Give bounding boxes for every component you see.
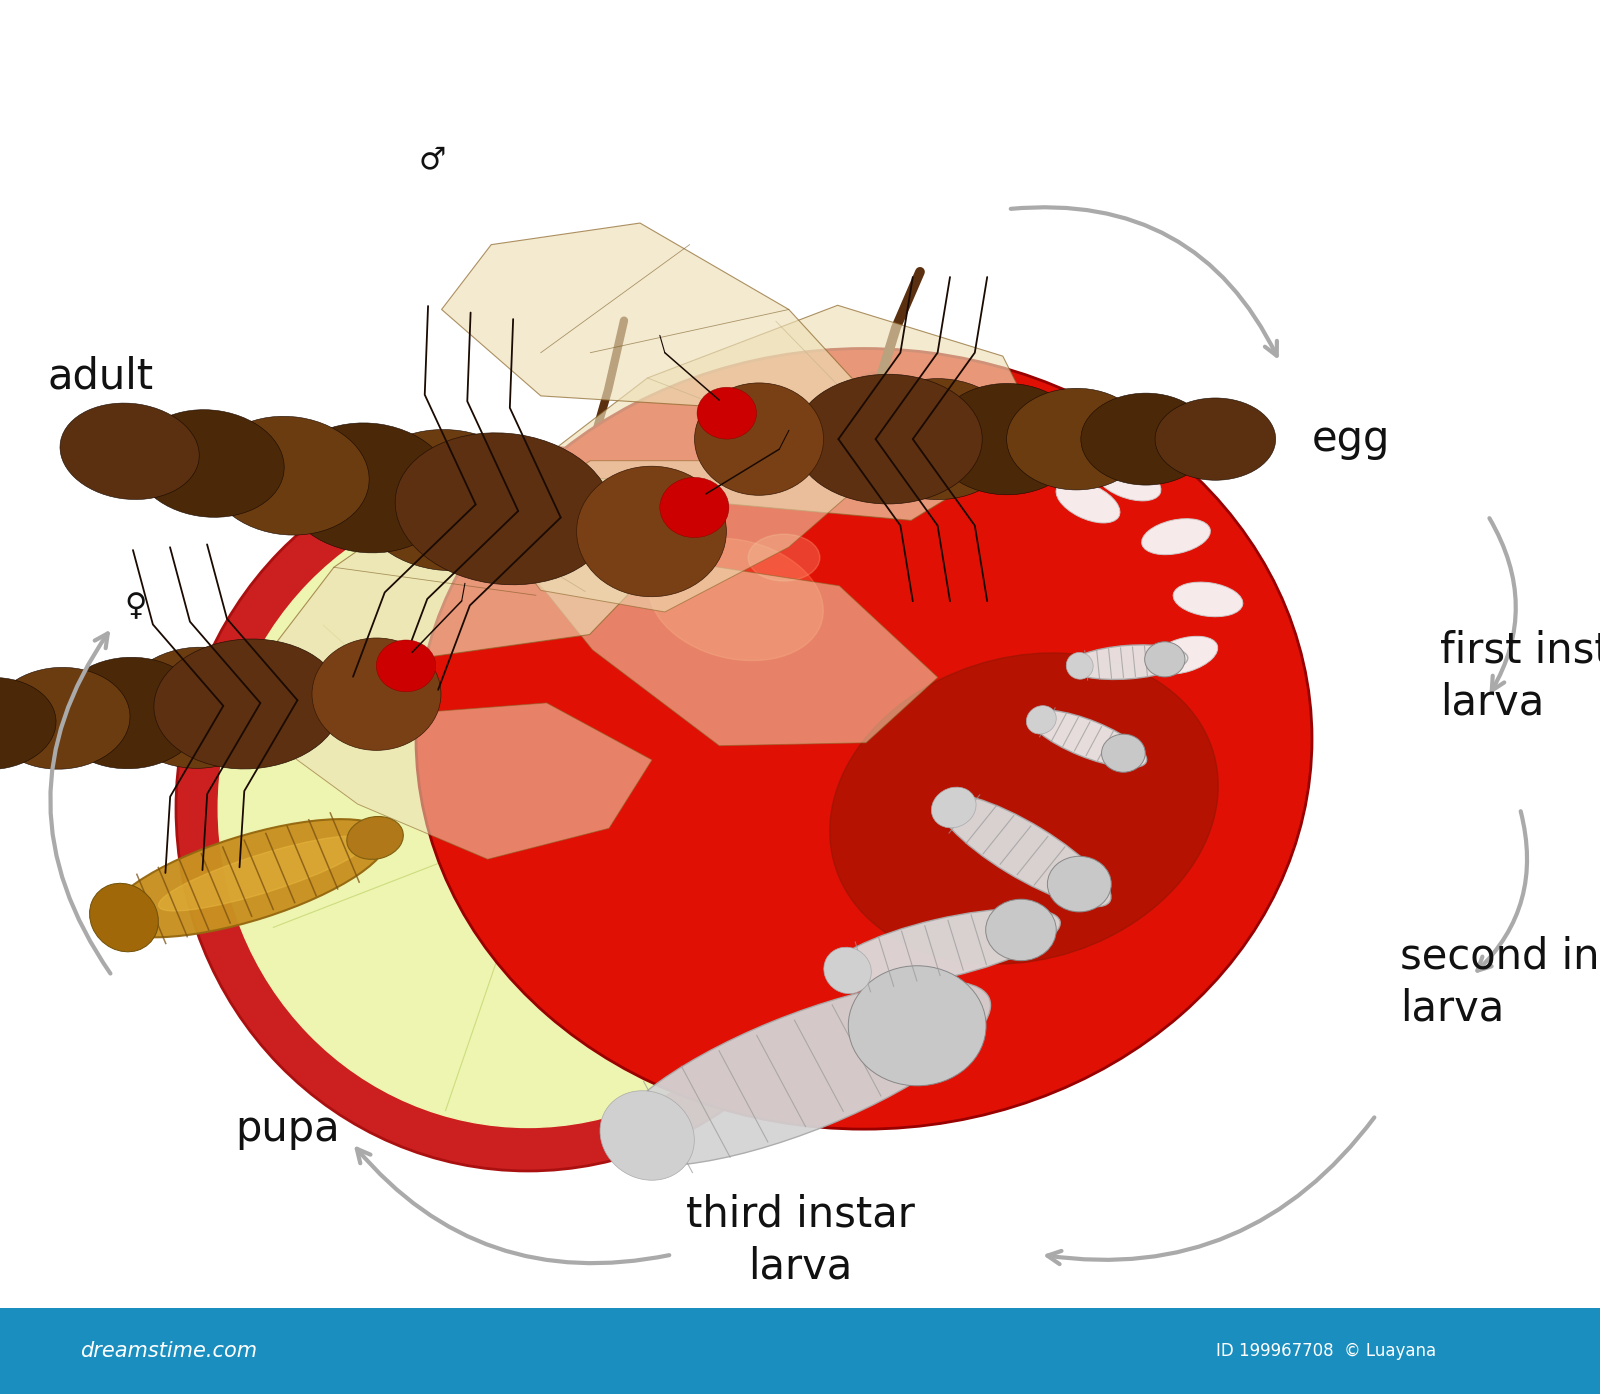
Ellipse shape	[830, 652, 1218, 965]
Ellipse shape	[931, 788, 976, 828]
Text: first instar
larva: first instar larva	[1440, 629, 1600, 723]
Ellipse shape	[355, 429, 539, 570]
Ellipse shape	[0, 668, 130, 769]
Ellipse shape	[749, 534, 819, 581]
Ellipse shape	[107, 820, 389, 937]
Ellipse shape	[546, 772, 590, 845]
Text: ♂: ♂	[418, 146, 446, 174]
Ellipse shape	[134, 410, 285, 517]
Circle shape	[376, 640, 435, 691]
Circle shape	[848, 966, 986, 1086]
Circle shape	[312, 638, 442, 750]
Polygon shape	[250, 703, 651, 859]
Ellipse shape	[59, 403, 200, 499]
Bar	[0, 1308, 1600, 1394]
Ellipse shape	[522, 718, 566, 788]
Ellipse shape	[488, 829, 536, 899]
Ellipse shape	[1150, 636, 1218, 675]
Polygon shape	[509, 305, 1045, 520]
Polygon shape	[491, 460, 888, 612]
Ellipse shape	[1029, 710, 1147, 768]
Circle shape	[576, 466, 726, 597]
Ellipse shape	[158, 836, 368, 910]
Text: egg: egg	[1312, 418, 1390, 460]
Ellipse shape	[824, 947, 872, 994]
Ellipse shape	[1026, 705, 1056, 735]
Circle shape	[698, 388, 757, 439]
Ellipse shape	[1069, 645, 1187, 679]
Ellipse shape	[282, 422, 454, 553]
Text: ID 199967708  © Luayana: ID 199967708 © Luayana	[1216, 1342, 1437, 1359]
Ellipse shape	[1173, 583, 1243, 616]
Ellipse shape	[600, 1090, 694, 1181]
Circle shape	[659, 477, 730, 538]
Text: pupa: pupa	[235, 1108, 341, 1150]
Ellipse shape	[827, 909, 1061, 987]
Ellipse shape	[853, 372, 907, 403]
Ellipse shape	[395, 434, 613, 584]
Text: adult: adult	[48, 355, 154, 397]
Ellipse shape	[120, 647, 278, 768]
Ellipse shape	[1082, 393, 1211, 485]
Text: third instar
larva: third instar larva	[685, 1193, 915, 1288]
Ellipse shape	[90, 884, 158, 952]
Circle shape	[416, 348, 1312, 1129]
Polygon shape	[499, 534, 938, 746]
Circle shape	[1101, 735, 1146, 772]
Text: ♀: ♀	[125, 592, 147, 620]
Ellipse shape	[933, 383, 1082, 495]
Ellipse shape	[648, 538, 824, 661]
Circle shape	[1144, 641, 1186, 677]
Ellipse shape	[208, 417, 370, 535]
Ellipse shape	[794, 374, 982, 503]
Ellipse shape	[1066, 652, 1093, 679]
Ellipse shape	[1142, 519, 1210, 555]
Ellipse shape	[0, 677, 56, 769]
Ellipse shape	[610, 981, 990, 1165]
Ellipse shape	[154, 638, 342, 769]
Circle shape	[986, 899, 1056, 960]
Ellipse shape	[858, 379, 1018, 499]
Ellipse shape	[1094, 461, 1162, 500]
Ellipse shape	[54, 658, 203, 768]
Polygon shape	[246, 470, 680, 683]
Polygon shape	[442, 223, 888, 417]
Ellipse shape	[347, 817, 403, 859]
Text: dreamstime.com: dreamstime.com	[80, 1341, 258, 1361]
Ellipse shape	[1056, 481, 1120, 523]
Ellipse shape	[176, 446, 880, 1171]
Circle shape	[1048, 856, 1112, 912]
Ellipse shape	[480, 743, 608, 902]
Ellipse shape	[1006, 389, 1146, 489]
Ellipse shape	[218, 489, 838, 1128]
Ellipse shape	[938, 795, 1110, 906]
Text: second instar
larva: second instar larva	[1400, 935, 1600, 1030]
Ellipse shape	[1155, 397, 1275, 481]
Ellipse shape	[1109, 408, 1179, 442]
Circle shape	[694, 383, 824, 495]
